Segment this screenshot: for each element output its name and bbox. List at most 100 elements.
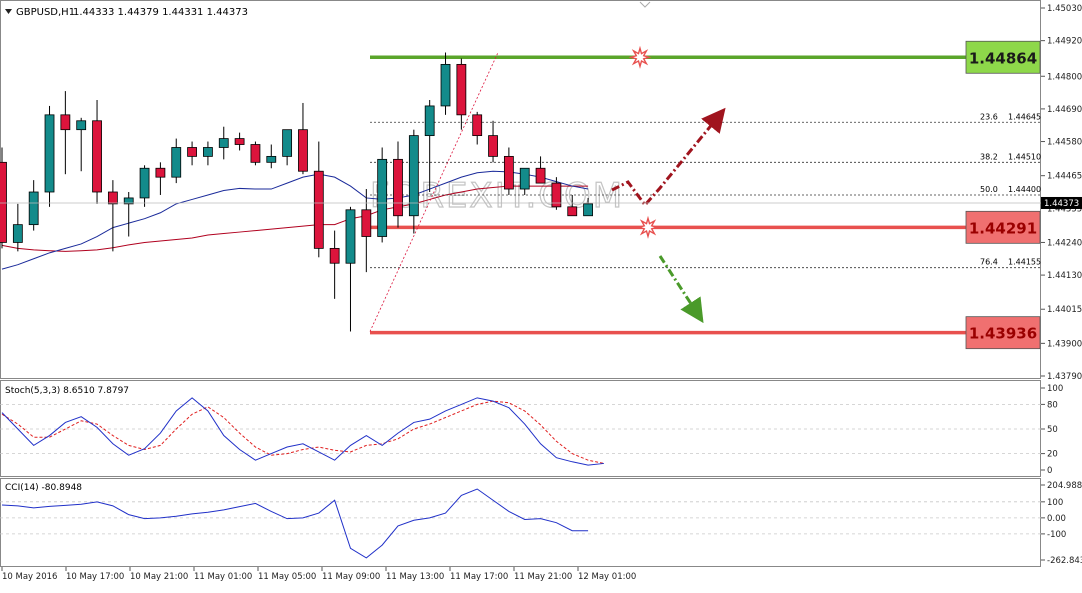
fib-value-label: 1.44645 bbox=[1008, 112, 1041, 121]
resistance-price-box bbox=[965, 40, 1041, 74]
chart-header: GBPUSD,H1 1.44333 1.44379 1.44331 1.4437… bbox=[5, 7, 248, 18]
chevron-down-icon bbox=[639, 1, 651, 8]
fib-value-label: 1.44510 bbox=[1008, 152, 1041, 161]
pivot-touch-marker bbox=[636, 215, 660, 239]
cci-tick-label: -100 bbox=[1047, 530, 1066, 540]
cci-tick-label: -262.843 bbox=[1047, 556, 1082, 566]
price-tick-label: 1.44920 bbox=[1047, 37, 1082, 47]
pivot-price-box bbox=[965, 210, 1041, 244]
stochastic-main-line bbox=[1, 397, 604, 466]
bearish-candle bbox=[107, 191, 118, 205]
bullish-candle bbox=[282, 129, 293, 157]
bearish-candle bbox=[313, 170, 324, 249]
bearish-candle bbox=[234, 138, 245, 145]
price-tick-label: 1.44465 bbox=[1047, 172, 1082, 182]
bearish-candle bbox=[472, 114, 483, 137]
candlesticks bbox=[0, 52, 593, 332]
price-tick-label: 1.44130 bbox=[1047, 271, 1082, 281]
current-price-label: 1.44373 bbox=[1044, 199, 1079, 209]
resistance-touch-marker bbox=[628, 45, 652, 69]
bearish-candle bbox=[155, 167, 166, 178]
price-tick-label: 1.45030 bbox=[1047, 4, 1082, 14]
time-tick-label: 11 May 09:00 bbox=[322, 572, 380, 582]
cci-tick-label: 0.00 bbox=[1047, 514, 1066, 524]
bullish-candle bbox=[12, 224, 23, 243]
bearish-candle bbox=[329, 247, 340, 264]
cci-panel[interactable] bbox=[0, 478, 1041, 567]
fib-trend-line bbox=[369, 52, 499, 332]
bearish-candle bbox=[551, 182, 562, 208]
bearish-scenario-arrow bbox=[658, 255, 704, 324]
bearish-candle bbox=[567, 206, 578, 217]
price-tick-label: 1.43900 bbox=[1047, 339, 1082, 349]
time-tick-label: 11 May 17:00 bbox=[450, 572, 508, 582]
bullish-candle bbox=[408, 135, 419, 217]
moving-averages bbox=[1, 170, 589, 270]
time-tick-label: 11 May 05:00 bbox=[258, 572, 316, 582]
bearish-candle bbox=[503, 155, 514, 190]
bearish-candle bbox=[187, 147, 197, 157]
bullish-candle bbox=[123, 197, 134, 205]
slow-moving-average-line bbox=[1, 185, 589, 252]
bearish-candle bbox=[488, 135, 498, 157]
bullish-candle bbox=[139, 167, 150, 199]
fib-value-label: 1.44155 bbox=[1008, 258, 1041, 267]
bearish-candle bbox=[361, 209, 372, 237]
current-price-box bbox=[1041, 196, 1082, 209]
bearish-candle bbox=[535, 167, 546, 184]
bullish-candle bbox=[440, 63, 451, 107]
stochastic-tick-label: 100 bbox=[1047, 384, 1063, 394]
bearish-candle bbox=[456, 63, 467, 116]
bearish-candle bbox=[60, 114, 71, 131]
price-tick-label: 1.44355 bbox=[1047, 204, 1082, 214]
bullish-candle bbox=[583, 203, 593, 217]
price-tick-label: 1.44240 bbox=[1047, 238, 1082, 248]
triangle-down-icon[interactable] bbox=[5, 9, 12, 14]
price-panel[interactable] bbox=[0, 0, 1041, 379]
time-tick-label: 10 May 21:00 bbox=[130, 572, 188, 582]
cci-title: CCI(14) -80.8948 bbox=[5, 483, 82, 493]
stochastic-tick-label: 80 bbox=[1047, 400, 1058, 410]
price-tick-label: 1.43790 bbox=[1047, 372, 1082, 382]
stochastic-panel[interactable] bbox=[0, 380, 1041, 477]
bearish-candle bbox=[393, 158, 403, 217]
bullish-scenario-arrow bbox=[611, 107, 726, 208]
bullish-candle bbox=[203, 147, 213, 157]
resistance-price-label: 1.44864 bbox=[969, 49, 1037, 67]
stochastic-title: Stoch(5,3,3) 8.6510 7.8797 bbox=[5, 386, 129, 396]
stochastic-signal-line bbox=[1, 400, 605, 464]
symbol-label: GBPUSD,H1 bbox=[16, 7, 75, 18]
ohlc-values: 1.44333 1.44379 1.44331 1.44373 bbox=[73, 7, 248, 18]
price-tick-label: 1.44580 bbox=[1047, 138, 1082, 148]
stochastic-tick-label: 0 bbox=[1047, 466, 1052, 476]
bullish-candle bbox=[519, 167, 530, 190]
bearish-candle bbox=[250, 144, 261, 163]
fib-ratio-label: 23.6 bbox=[980, 112, 998, 121]
price-tick-label: 1.44800 bbox=[1047, 72, 1082, 82]
bullish-candle bbox=[266, 155, 277, 163]
time-axis: 10 May 2016 10 May 17:00 10 May 21:00 11 Ma… bbox=[1, 567, 636, 582]
fib-value-label: 1.44400 bbox=[1008, 185, 1041, 194]
bullish-candle bbox=[76, 120, 87, 131]
time-tick-label: 11 May 13:00 bbox=[386, 572, 444, 582]
bearish-candle bbox=[92, 120, 102, 193]
price-tick-label: 1.44015 bbox=[1047, 305, 1082, 315]
time-tick-label: 10 May 17:00 bbox=[66, 572, 124, 582]
fibonacci-retracement: 23.6 1.44645 38.2 1.44510 50.0 1.44400 76.4 1.4… bbox=[369, 52, 1041, 332]
stochastic-tick-label: 20 bbox=[1047, 450, 1058, 460]
time-tick-label: 11 May 01:00 bbox=[194, 572, 252, 582]
stochastic-oscillator: Stoch(5,3,3) 8.6510 7.8797 100 80 50 20 0 bbox=[0, 384, 1063, 476]
support-price-box bbox=[965, 316, 1041, 350]
support-price-label: 1.43936 bbox=[969, 325, 1037, 343]
stochastic-tick-label: 50 bbox=[1047, 425, 1058, 435]
bullish-candle bbox=[28, 191, 39, 226]
bearish-candle bbox=[0, 161, 7, 243]
fib-ratio-label: 38.2 bbox=[980, 152, 998, 161]
bearish-candle bbox=[298, 129, 308, 172]
fib-ratio-label: 76.4 bbox=[980, 258, 998, 267]
bullish-candle bbox=[424, 105, 435, 137]
